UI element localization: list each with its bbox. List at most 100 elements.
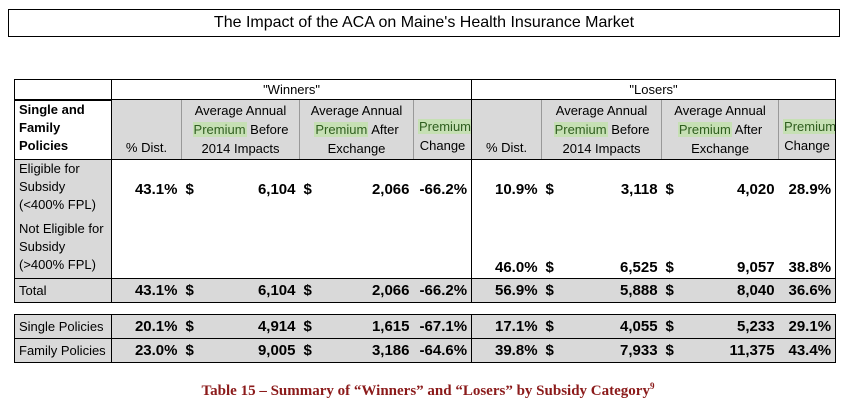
single-l-after: $5,233 bbox=[661, 313, 779, 339]
eligible-w-after: $2,066 bbox=[300, 159, 414, 220]
single-policies-label: Single Policies bbox=[14, 313, 112, 339]
single-w-after-value: 1,615 bbox=[371, 317, 410, 335]
family-w-change: -64.6% bbox=[413, 338, 472, 363]
losers-avg-after-l1: Average Annual bbox=[674, 102, 766, 118]
winners-change-header: Premium Change bbox=[412, 99, 472, 160]
eligible-label-l2: Subsidy bbox=[19, 178, 66, 194]
total-l-before-value: 5,888 bbox=[620, 281, 658, 299]
winners-premium-highlight: Premium bbox=[192, 121, 247, 137]
single-l-change: 29.1% bbox=[778, 313, 837, 339]
single-w-pct: 20.1% bbox=[111, 313, 182, 339]
winners-avg-after-l2: Premium After bbox=[304, 120, 409, 139]
winners-change-word: Change bbox=[419, 137, 466, 153]
summary-table-wrapper: "Winners" "Losers" Single and Family Pol… bbox=[14, 79, 837, 363]
not-eligible-row: Not Eligible for Subsidy (>400% FPL) 46.… bbox=[14, 220, 837, 278]
currency-symbol: $ bbox=[665, 181, 674, 199]
currency-symbol: $ bbox=[185, 317, 194, 335]
row-label-header: Single and Family Policies bbox=[14, 98, 112, 160]
total-w-after-value: 2,066 bbox=[371, 281, 410, 299]
eligible-w-before-value: 6,104 bbox=[257, 181, 296, 199]
losers-pct-dist-header: % Dist. bbox=[471, 99, 542, 160]
losers-change-word: Change bbox=[784, 137, 830, 153]
group-header-row: "Winners" "Losers" bbox=[14, 79, 837, 100]
not-eligible-label-l2: Subsidy bbox=[19, 239, 66, 254]
family-policies-row: Family Policies 23.0% $9,005 $3,186 -64.… bbox=[14, 338, 837, 363]
currency-symbol: $ bbox=[303, 341, 312, 359]
not-eligible-label: Not Eligible for Subsidy (>400% FPL) bbox=[14, 220, 112, 278]
losers-avg-before-l3: 2014 Impacts bbox=[562, 140, 641, 156]
single-l-before: $4,055 bbox=[541, 313, 662, 339]
losers-avg-after-header: Average Annual Premium After Exchange bbox=[661, 99, 779, 160]
losers-avg-before-header: Average Annual Premium Before 2014 Impac… bbox=[541, 99, 662, 160]
single-w-before-value: 4,914 bbox=[257, 317, 296, 335]
winners-premium-highlight-2: Premium bbox=[314, 121, 369, 137]
family-w-before: $9,005 bbox=[181, 338, 300, 363]
losers-group-label: "Losers" bbox=[471, 79, 837, 100]
losers-before-word: Before bbox=[607, 121, 650, 137]
not-eligible-w-pct bbox=[111, 220, 182, 278]
currency-symbol: $ bbox=[545, 317, 554, 335]
single-w-change: -67.1% bbox=[413, 313, 472, 339]
eligible-label: Eligible for Subsidy (<400% FPL) bbox=[14, 159, 112, 220]
group-header-blank bbox=[14, 79, 112, 100]
family-l-pct: 39.8% bbox=[471, 338, 542, 363]
currency-symbol: $ bbox=[303, 281, 312, 299]
report-title: The Impact of the ACA on Maine's Health … bbox=[8, 9, 840, 37]
family-w-after: $3,186 bbox=[299, 338, 414, 363]
losers-change-premium: Premium bbox=[783, 118, 836, 134]
eligible-w-pct: 43.1% bbox=[111, 159, 182, 220]
eligible-label-l1: Eligible for bbox=[19, 160, 80, 176]
losers-avg-after-l2: Premium After bbox=[666, 120, 774, 139]
family-l-after: $11,375 bbox=[661, 338, 779, 363]
not-eligible-l-change: 38.8% bbox=[778, 220, 837, 278]
family-l-after-value: 11,375 bbox=[729, 341, 775, 359]
currency-symbol: $ bbox=[185, 341, 194, 359]
not-eligible-w-before bbox=[182, 220, 300, 278]
not-eligible-l-before-value: 6,525 bbox=[620, 258, 658, 276]
winners-avg-before-header: Average Annual Premium Before 2014 Impac… bbox=[181, 99, 300, 160]
winners-group-label: "Winners" bbox=[110, 79, 472, 100]
not-eligible-l-after: $9,057 bbox=[662, 220, 779, 278]
not-eligible-w-change bbox=[414, 220, 472, 278]
not-eligible-l-pct: 46.0% bbox=[471, 220, 542, 278]
losers-after-word: After bbox=[731, 121, 763, 137]
total-l-change: 36.6% bbox=[778, 277, 837, 303]
winners-avg-after-l1: Average Annual bbox=[310, 102, 403, 118]
eligible-l-after-value: 4,020 bbox=[737, 181, 775, 199]
eligible-w-before: $6,104 bbox=[182, 159, 300, 220]
total-row: Total 43.1% $6,104 $2,066 -66.2% 56.9% $… bbox=[14, 277, 837, 303]
total-l-pct: 56.9% bbox=[471, 277, 542, 303]
winners-avg-before-l3: 2014 Impacts bbox=[201, 140, 280, 156]
currency-symbol: $ bbox=[665, 281, 674, 299]
family-l-change: 43.4% bbox=[778, 338, 837, 363]
single-w-before: $4,914 bbox=[181, 313, 300, 339]
single-l-after-value: 5,233 bbox=[737, 317, 775, 335]
currency-symbol: $ bbox=[185, 181, 194, 199]
total-l-after: $8,040 bbox=[661, 277, 779, 303]
currency-symbol: $ bbox=[303, 317, 312, 335]
currency-symbol: $ bbox=[303, 181, 312, 199]
table-caption: Table 15 – Summary of “Winners” and “Los… bbox=[0, 381, 856, 400]
single-l-pct: 17.1% bbox=[471, 313, 542, 339]
eligible-l-after: $4,020 bbox=[662, 159, 779, 220]
currency-symbol: $ bbox=[665, 317, 674, 335]
not-eligible-l-before: $6,525 bbox=[542, 220, 662, 278]
not-eligible-label-l3: (>400% FPL) bbox=[19, 257, 96, 272]
winners-change-premium: Premium bbox=[418, 118, 472, 134]
currency-symbol: $ bbox=[665, 258, 674, 276]
row-label-header-line1: Single and bbox=[19, 101, 85, 117]
eligible-l-pct: 10.9% bbox=[471, 159, 542, 220]
summary-table: "Winners" "Losers" Single and Family Pol… bbox=[14, 79, 837, 363]
spacer-row bbox=[15, 302, 836, 314]
winners-avg-after-header: Average Annual Premium After Exchange bbox=[299, 99, 414, 160]
total-l-before: $5,888 bbox=[541, 277, 662, 303]
currency-symbol: $ bbox=[545, 258, 554, 276]
eligible-w-after-value: 2,066 bbox=[371, 181, 410, 199]
total-w-after: $2,066 bbox=[299, 277, 414, 303]
currency-symbol: $ bbox=[665, 341, 674, 359]
currency-symbol: $ bbox=[545, 181, 554, 199]
losers-premium-highlight: Premium bbox=[553, 121, 608, 137]
total-w-before: $6,104 bbox=[181, 277, 300, 303]
not-eligible-w-after bbox=[300, 220, 414, 278]
not-eligible-l-after-value: 9,057 bbox=[737, 258, 775, 276]
